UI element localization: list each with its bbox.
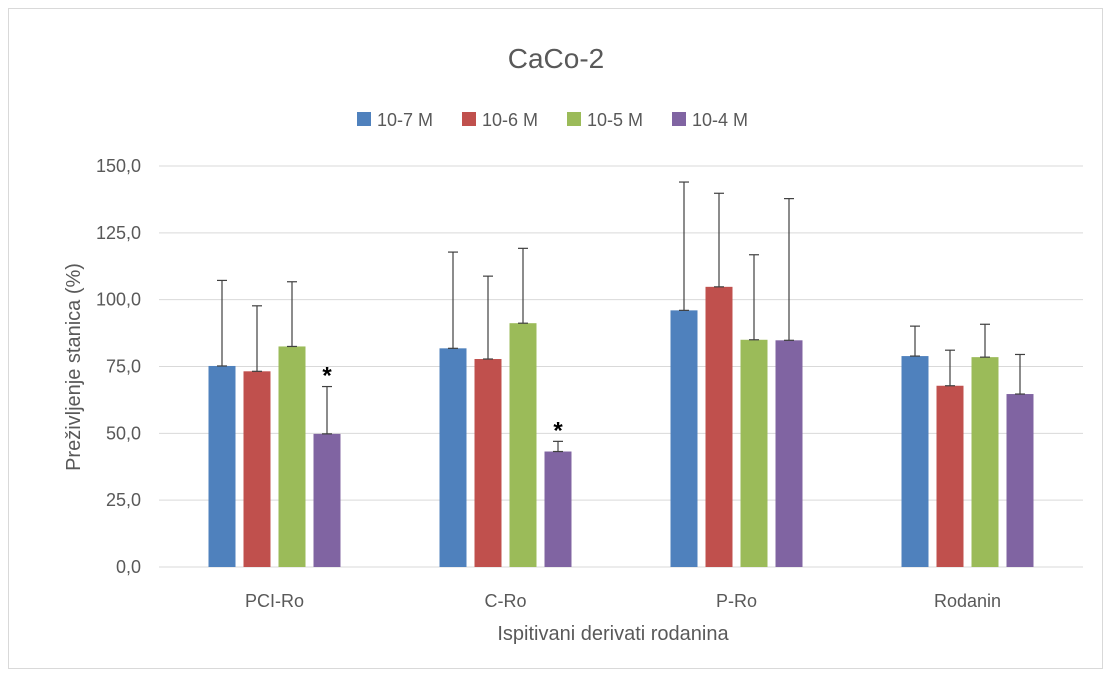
bar (1006, 394, 1034, 567)
y-axis-label: Preživljenje stanica (%) (63, 263, 85, 471)
bar (278, 346, 306, 567)
x-axis-label: Ispitivani derivati rodanina (497, 623, 729, 645)
error-bars (217, 181, 1025, 453)
bar (936, 385, 964, 567)
bar (474, 359, 502, 567)
y-tick-label: 25,0 (106, 490, 141, 510)
y-tick-label: 125,0 (96, 223, 141, 243)
y-tick-label: 100,0 (96, 290, 141, 310)
bar (740, 339, 768, 567)
legend: 10-7 M 10-6 M 10-5 M 10-4 M (357, 110, 748, 130)
legend-swatch (672, 112, 686, 126)
chart-title: CaCo-2 (508, 43, 604, 74)
bar (509, 323, 537, 567)
bars (208, 286, 1034, 567)
x-tick-label: P-Ro (716, 591, 757, 611)
x-tick-label: C-Ro (484, 591, 526, 611)
x-tick-label: Rodanin (934, 591, 1001, 611)
chart-frame: CaCo-2 10-7 M 10-6 M 10-5 M 10-4 M 0,0 25,0 5… (8, 8, 1103, 669)
significance-marker: * (322, 363, 332, 390)
bar (901, 356, 929, 567)
legend-label: 10-7 M (377, 110, 433, 130)
bar (313, 433, 341, 567)
annotations: ** (322, 363, 563, 445)
bar (971, 357, 999, 567)
legend-label: 10-4 M (692, 110, 748, 130)
significance-marker: * (553, 417, 563, 444)
y-tick-label: 0,0 (116, 557, 141, 577)
bar (670, 310, 698, 567)
x-tick-label: PCI-Ro (245, 591, 304, 611)
bar (243, 371, 271, 567)
legend-swatch (567, 112, 581, 126)
bar (439, 348, 467, 567)
y-tick-label: 50,0 (106, 423, 141, 443)
legend-swatch (357, 112, 371, 126)
gridlines (159, 165, 1083, 568)
bar (208, 365, 236, 567)
bar (544, 451, 572, 567)
bar (775, 340, 803, 567)
y-tick-label: 150,0 (96, 156, 141, 176)
y-tick-label: 75,0 (106, 357, 141, 377)
legend-swatch (462, 112, 476, 126)
legend-label: 10-5 M (587, 110, 643, 130)
y-axis-ticks: 0,0 25,0 50,0 75,0 100,0 125,0 150,0 (96, 156, 141, 577)
legend-label: 10-6 M (482, 110, 538, 130)
x-axis-ticks: PCI-Ro C-Ro P-Ro Rodanin (245, 591, 1001, 611)
bar (705, 286, 733, 567)
bar-chart: CaCo-2 10-7 M 10-6 M 10-5 M 10-4 M 0,0 25,0 5… (63, 43, 1083, 645)
